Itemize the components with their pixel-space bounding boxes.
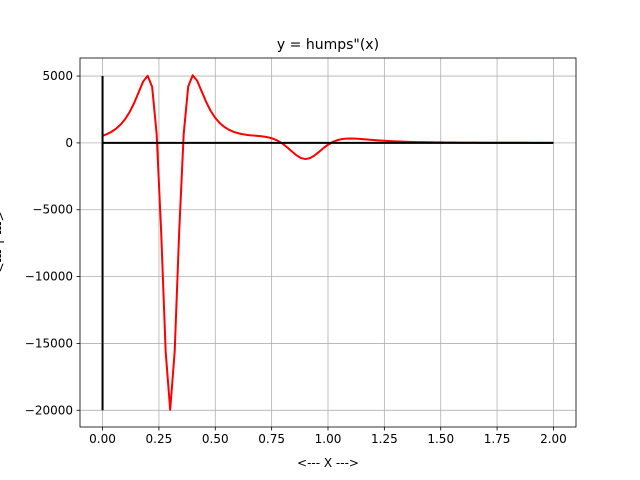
y-tick-label: 0 [65, 136, 73, 150]
x-tick-label: 1.75 [484, 432, 511, 446]
plot-frame [79, 57, 577, 428]
y-axis-label: <--- Y ---> [0, 211, 7, 272]
x-tick-label: 0.50 [202, 432, 229, 446]
x-tick-label: 0.75 [258, 432, 285, 446]
x-tick-label: 1.50 [427, 432, 454, 446]
x-tick-label: 0.25 [146, 432, 173, 446]
y-tick-label: −10000 [25, 270, 73, 284]
chart-title: y = humps"(x) [277, 37, 379, 53]
y-tick-label: −20000 [25, 403, 73, 417]
x-axis-label: <--- X ---> [297, 456, 359, 470]
y-tick-label: −15000 [25, 336, 73, 350]
x-tick-label: 1.25 [371, 432, 398, 446]
x-tick-label: 0.00 [89, 432, 116, 446]
y-tick-label: −5000 [32, 203, 73, 217]
y-tick-label: 5000 [42, 69, 73, 83]
x-tick-label: 2.00 [540, 432, 567, 446]
x-tick-label: 1.00 [315, 432, 342, 446]
